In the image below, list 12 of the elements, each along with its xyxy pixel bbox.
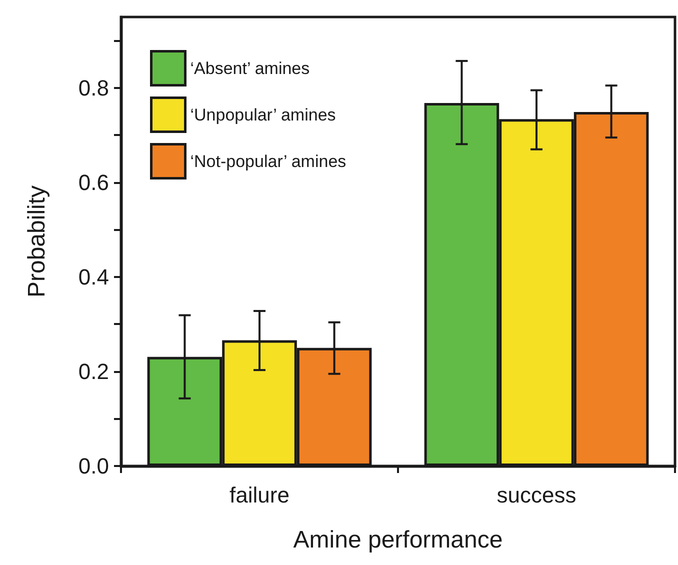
x-tick-label: failure: [230, 482, 290, 508]
y-tick-label: 0.4: [78, 264, 109, 290]
y-tick-label: 0.6: [78, 170, 109, 195]
legend-label: ‘Unpopular’ amines: [190, 105, 336, 124]
y-axis-title: Probability: [24, 185, 50, 298]
x-tick-label: success: [496, 482, 576, 508]
y-tick-label: 0.2: [78, 358, 109, 384]
x-axis-title: Amine performance: [293, 526, 503, 554]
y-tick-label: 0.0: [78, 454, 109, 478]
legend-label: ‘Not-popular’ amines: [190, 152, 346, 171]
y-tick-label: 0.8: [78, 75, 109, 100]
legend-label: ‘Absent’ amines: [190, 58, 310, 78]
